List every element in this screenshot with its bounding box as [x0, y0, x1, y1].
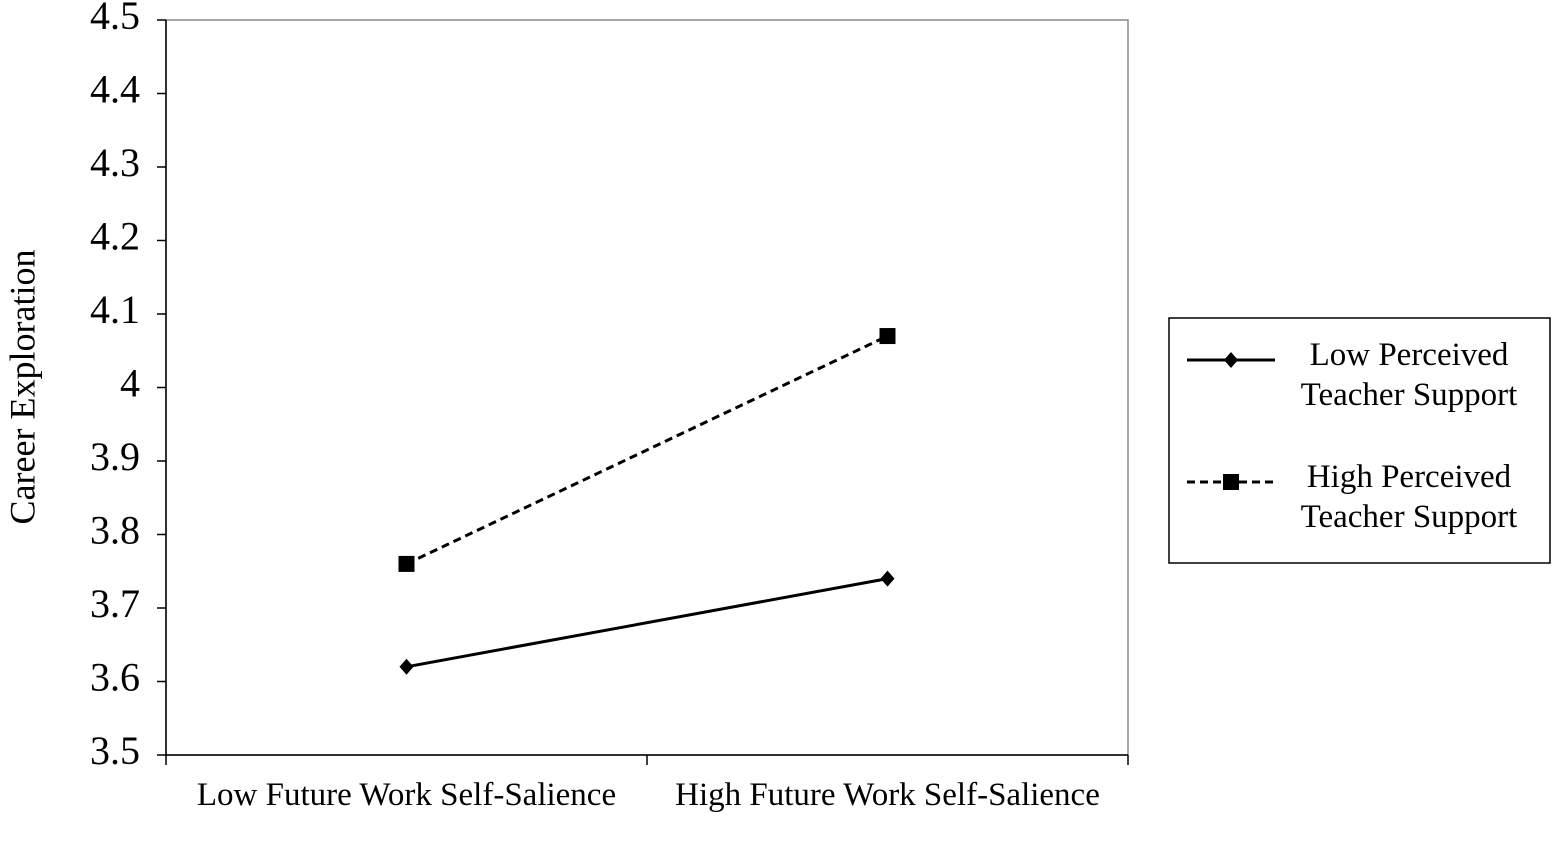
legend-label-box: High Perceived Teacher Support — [1300, 459, 1518, 535]
y-tick-label: 4.1 — [90, 287, 140, 332]
x-tick-label-box: High Future Work Self-Salience — [675, 777, 1100, 813]
data-point — [399, 658, 414, 675]
y-tick-label: 3.8 — [90, 508, 140, 553]
legend-label: Low Perceived Teacher Support — [1300, 337, 1518, 413]
data-point — [879, 328, 896, 345]
y-tick-label: 3.5 — [90, 728, 140, 773]
y-tick-label: 4.2 — [90, 214, 140, 259]
data-point — [880, 570, 895, 587]
legend-label-box: Low Perceived Teacher Support — [1300, 337, 1518, 413]
y-tick-label: 4 — [120, 361, 140, 406]
x-tick-label: High Future Work Self-Salience — [675, 777, 1100, 813]
y-tick-label: 4.5 — [90, 0, 140, 38]
y-tick-label: 3.7 — [90, 581, 140, 626]
legend-marker — [1224, 352, 1238, 368]
plot-frame — [165, 19, 1129, 756]
legend-label: High Perceived Teacher Support — [1300, 459, 1518, 535]
series-line — [406, 577, 888, 669]
y-tick-label: 4.4 — [90, 67, 140, 112]
x-tick-label: Low Future Work Self-Salience — [196, 777, 617, 813]
series-line — [405, 334, 889, 566]
legend-marker — [1223, 474, 1239, 490]
y-axis-title: Career Exploration — [2, 250, 42, 525]
data-point — [398, 555, 415, 572]
y-tick-label: 3.9 — [90, 434, 140, 479]
y-tick-label: 4.3 — [90, 140, 140, 185]
x-tick-label-box: Low Future Work Self-Salience — [196, 777, 617, 813]
y-tick-label: 3.6 — [90, 655, 140, 700]
